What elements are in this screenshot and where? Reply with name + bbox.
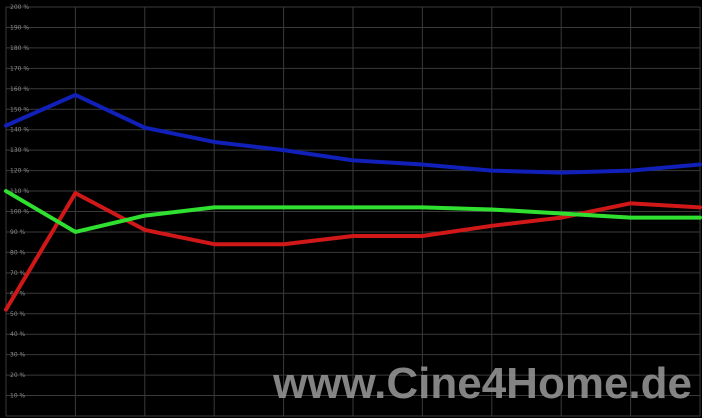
series-line-1 <box>4 92 702 175</box>
series-lines <box>4 92 702 312</box>
watermark-text: www.Cine4Home.de <box>272 359 692 408</box>
y-tick-label: 70 % <box>10 270 26 277</box>
y-tick-label: 40 % <box>10 331 26 338</box>
y-tick-label: 120 % <box>10 168 29 175</box>
y-tick-label: 60 % <box>10 290 26 297</box>
y-tick-label: 100 % <box>10 209 29 216</box>
y-tick-label: 80 % <box>10 249 26 256</box>
y-tick-label: 130 % <box>10 147 29 154</box>
series-line-3 <box>4 189 702 234</box>
y-tick-label: 160 % <box>10 86 29 93</box>
y-tick-labels: 10 % 20 % 30 % 40 % 50 % 60 % 70 % 80 % 90 % 100 … <box>10 4 29 400</box>
y-tick-label: 50 % <box>10 311 26 318</box>
y-tick-label: 200 % <box>10 4 29 11</box>
y-tick-label: 190 % <box>10 24 29 31</box>
series-line-2 <box>4 191 702 312</box>
y-tick-label: 20 % <box>10 372 26 379</box>
y-tick-label: 150 % <box>10 106 29 113</box>
y-tick-label: 30 % <box>10 352 26 359</box>
y-tick-label: 140 % <box>10 127 29 134</box>
y-tick-label: 90 % <box>10 229 26 236</box>
y-tick-label: 170 % <box>10 65 29 72</box>
y-tick-label: 110 % <box>10 188 29 195</box>
y-tick-label: 10 % <box>10 393 26 400</box>
y-tick-label: 180 % <box>10 45 29 52</box>
